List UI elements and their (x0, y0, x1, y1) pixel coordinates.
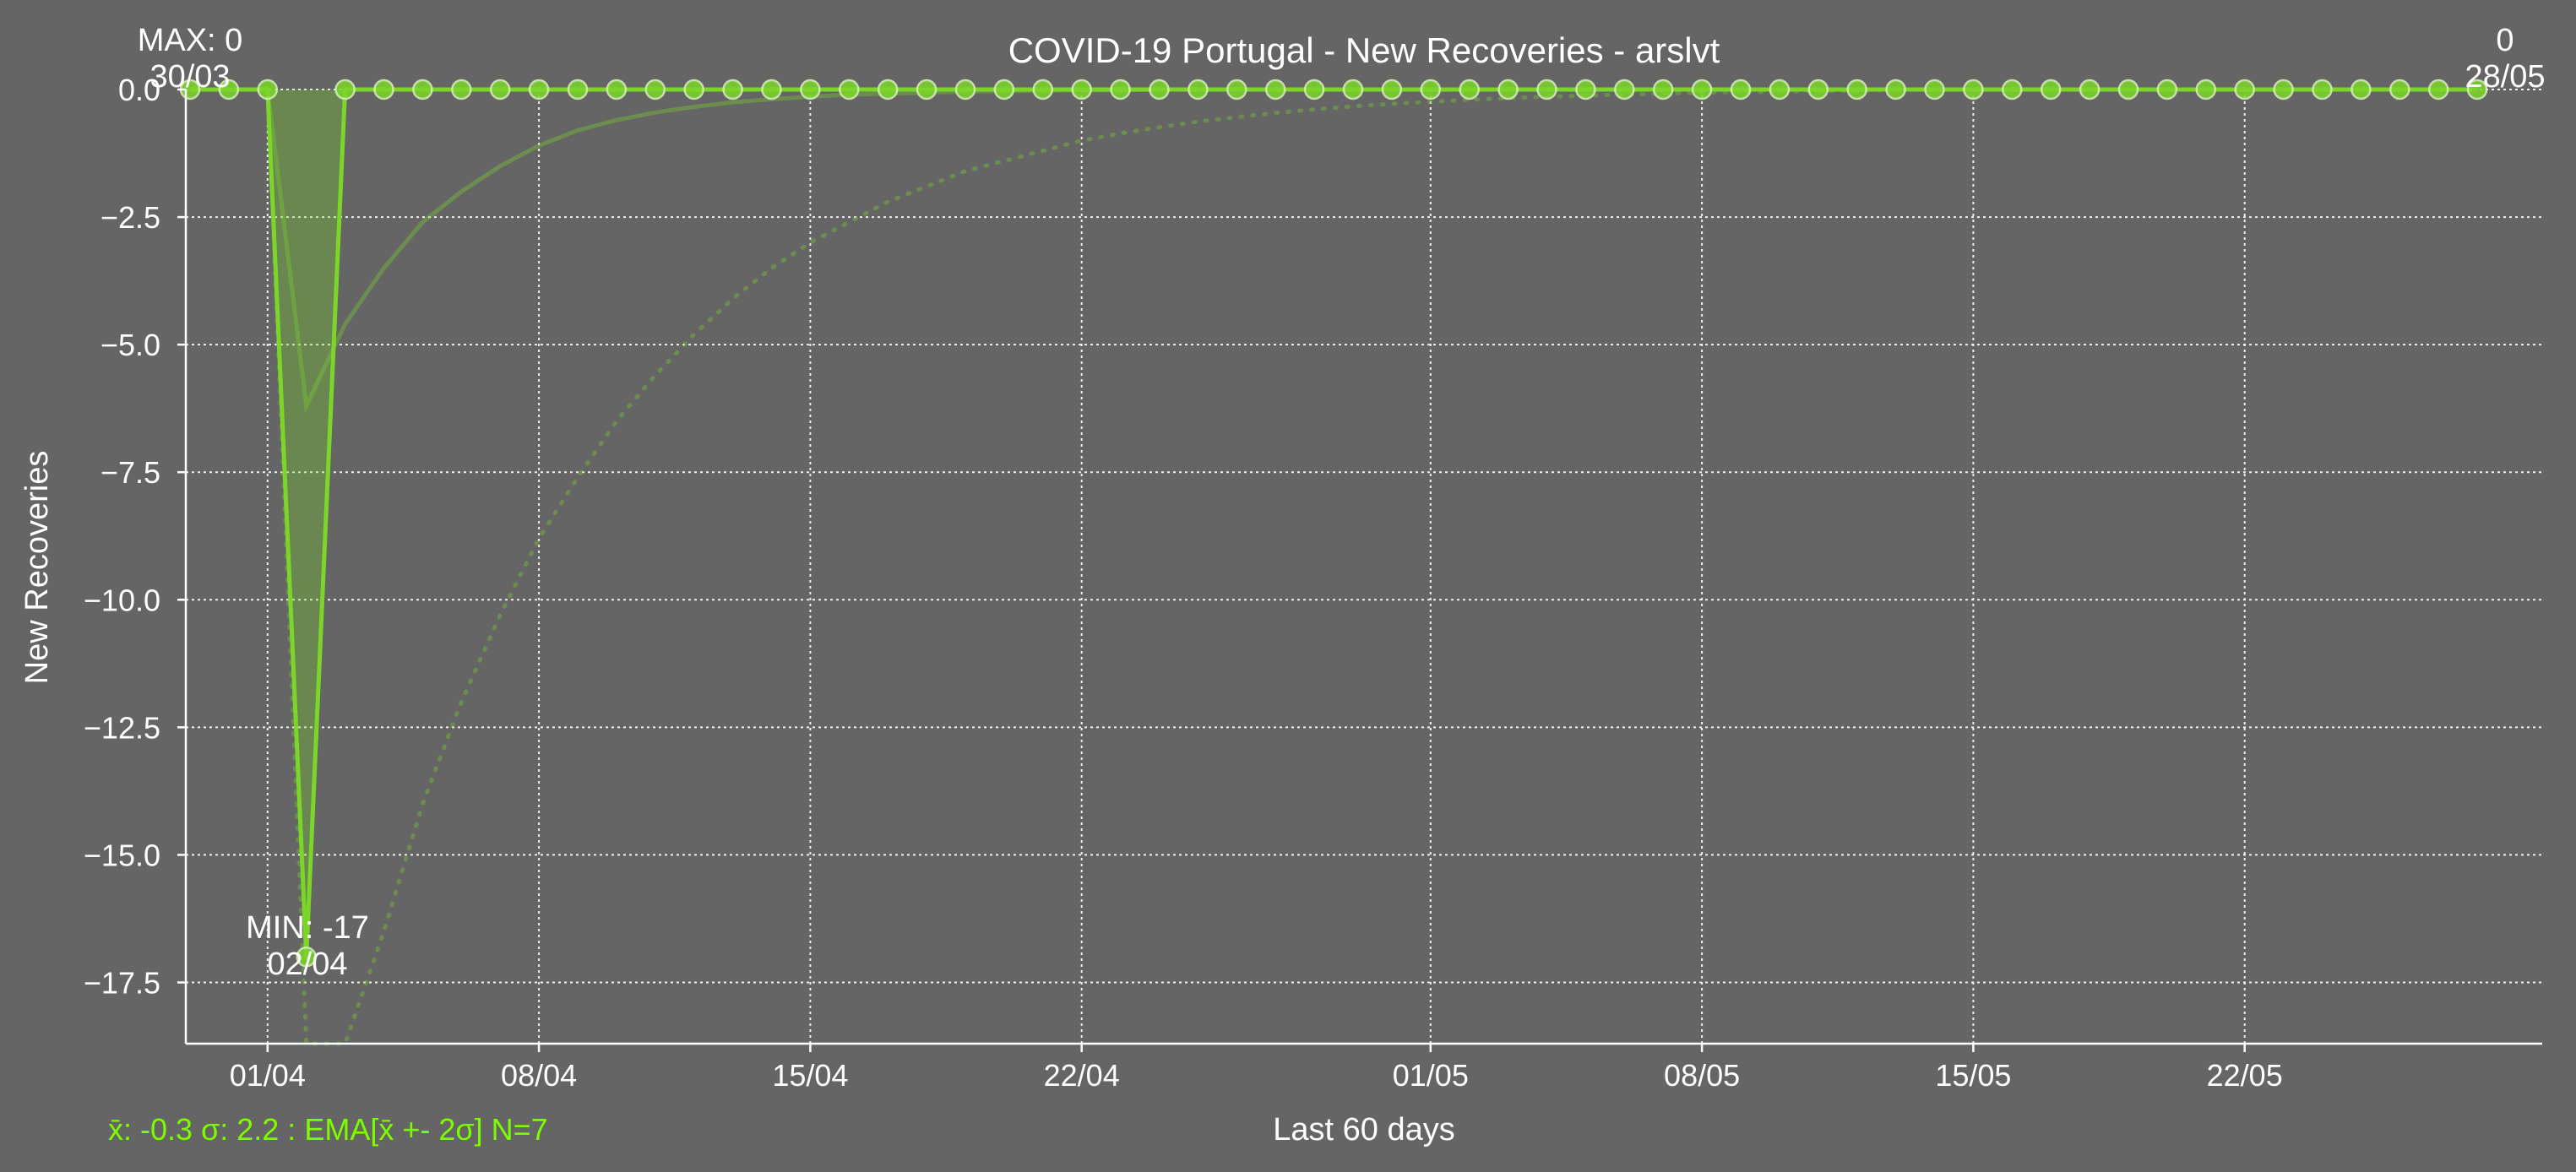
data-point (2466, 79, 2488, 100)
data-point (1652, 79, 1674, 100)
data-point (722, 79, 743, 100)
data-point (1032, 79, 1054, 100)
data-point (1149, 79, 1170, 100)
data-point (683, 79, 704, 100)
data-point (2389, 79, 2410, 100)
data-point (1807, 79, 1829, 100)
y-tick-label: −2.5 (101, 200, 160, 235)
y-tick-label: −5.0 (101, 328, 160, 362)
data-point (373, 79, 394, 100)
y-tick-label: −7.5 (101, 455, 160, 490)
y-ticks: 0.0 −2.5 −5.0 −7.5 −10.0 −12.5 −15.0 −17.5 (84, 73, 186, 1000)
data-point (1769, 79, 1791, 100)
ema-lower-band-line (187, 87, 2480, 1046)
data-point (257, 79, 279, 100)
data-point (2427, 79, 2449, 100)
data-point (2079, 79, 2100, 100)
data-point (1691, 79, 1713, 100)
data-point (1226, 79, 1247, 100)
data-point (1575, 79, 1596, 100)
data-point (2002, 79, 2023, 100)
data-point (1420, 79, 1442, 100)
data-point (296, 947, 317, 968)
y-tick-label: −15.0 (84, 838, 160, 872)
data-point (2040, 79, 2062, 100)
data-point (877, 79, 899, 100)
data-point (218, 79, 240, 100)
data-point (412, 79, 433, 100)
x-tick-label: 01/05 (1393, 1058, 1469, 1093)
chart-title: COVID-19 Portugal - New Recoveries - ars… (1008, 30, 1720, 70)
x-ticks: 01/04 08/04 15/04 22/04 01/05 08/05 15/05 22/05 (230, 1044, 2283, 1093)
data-point (1381, 79, 1403, 100)
data-point (1459, 79, 1480, 100)
data-point (1536, 79, 1557, 100)
data-point (1187, 79, 1209, 100)
y-tick-label: −10.0 (84, 583, 160, 617)
data-point (2117, 79, 2139, 100)
data-point (2234, 79, 2255, 100)
data-point (1730, 79, 1752, 100)
data-point (916, 79, 937, 100)
data-point (644, 79, 666, 100)
data-point (993, 79, 1015, 100)
x-tick-label: 15/05 (1935, 1058, 2011, 1093)
y-tick-label: −17.5 (84, 965, 160, 1000)
data-point (334, 79, 356, 100)
data-point (1264, 79, 1286, 100)
data-point (2312, 79, 2333, 100)
x-tick-label: 08/05 (1664, 1058, 1740, 1093)
data-point (451, 79, 472, 100)
data-point (2156, 79, 2178, 100)
data-point (1885, 79, 1906, 100)
data-point (2350, 79, 2372, 100)
data-point (1342, 79, 1364, 100)
data-point (1846, 79, 1867, 100)
data-point (1071, 79, 1092, 100)
x-tick-label: 08/04 (501, 1058, 577, 1093)
max-annotation-date: 30/03 (149, 59, 230, 95)
data-point (1614, 79, 1635, 100)
data-point (800, 79, 821, 100)
data-point (954, 79, 976, 100)
data-point (1963, 79, 1984, 100)
y-axis-label: New Recoveries (19, 451, 55, 685)
min-annotation-date: 02/04 (267, 947, 347, 982)
data-point (1110, 79, 1131, 100)
x-tick-label: 22/04 (1044, 1058, 1120, 1093)
min-annotation-label: MIN: -17 (246, 910, 369, 946)
x-tick-label: 22/05 (2207, 1058, 2283, 1093)
max-annotation-label: MAX: 0 (138, 23, 243, 58)
data-point (2195, 79, 2217, 100)
y-tick-label: −12.5 (84, 710, 160, 745)
data-point (528, 79, 550, 100)
data-point (761, 79, 782, 100)
data-point (606, 79, 628, 100)
data-point (1497, 79, 1519, 100)
grid (186, 89, 2542, 1044)
data-point (2273, 79, 2294, 100)
last-date-annotation: 28/05 (2465, 59, 2545, 95)
y-tick-label: 0.0 (118, 73, 160, 107)
x-tick-label: 15/04 (772, 1058, 848, 1093)
data-point (1303, 79, 1325, 100)
data-point (839, 79, 860, 100)
data-point (567, 79, 589, 100)
data-point (489, 79, 511, 100)
stats-footer: x̄: -0.3 σ: 2.2 : EMA[x̄ +- 2σ] N=7 (108, 1112, 548, 1147)
x-axis-label: Last 60 days (1273, 1112, 1454, 1148)
x-tick-label: 01/04 (230, 1058, 306, 1093)
markers (179, 79, 2488, 968)
ema-band (187, 87, 2480, 1046)
data-point (1924, 79, 1945, 100)
last-value-annotation: 0 (2496, 23, 2514, 58)
